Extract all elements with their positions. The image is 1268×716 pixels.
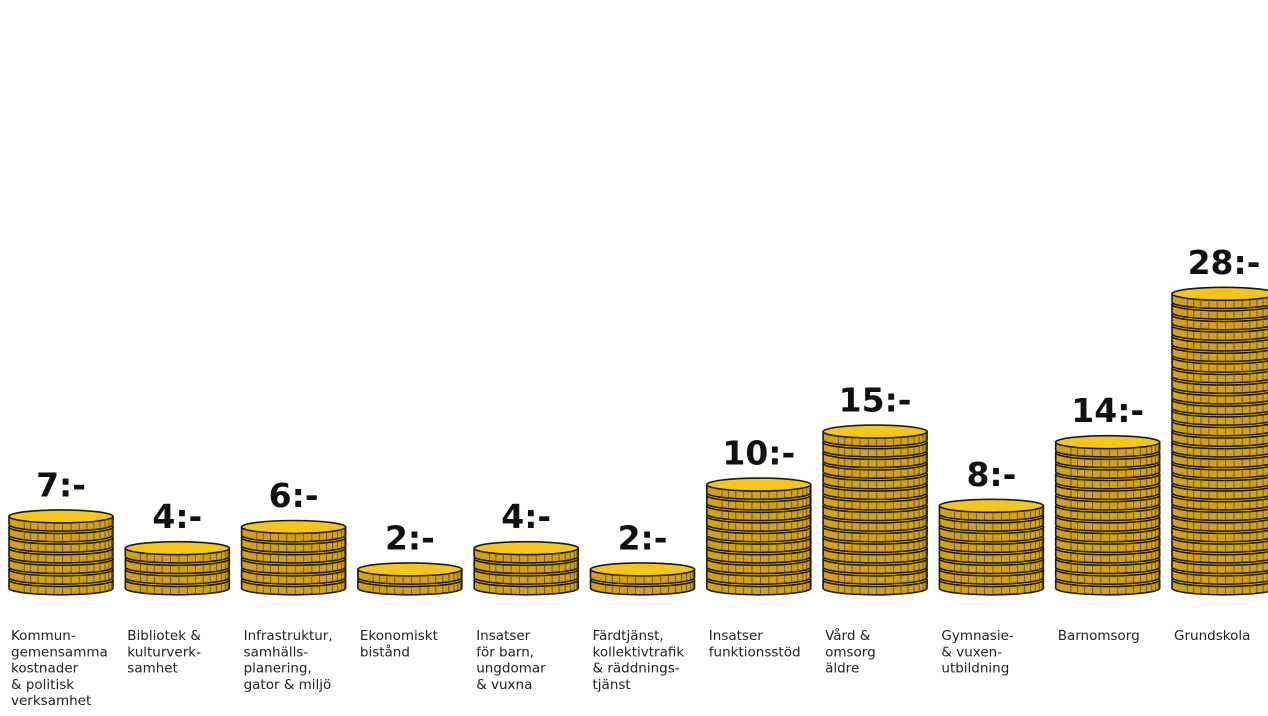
coin-stacks-group — [8, 286, 1268, 596]
coin — [240, 519, 347, 543]
coin — [357, 562, 463, 585]
coin-stack — [473, 540, 580, 596]
value-label: 14:- — [1071, 391, 1144, 430]
category-label: Barnomsorg — [1058, 628, 1140, 644]
category-label: Färdtjänst, kollektivtrafik & räddnings-tj… — [593, 628, 685, 693]
coin — [1171, 286, 1268, 310]
coin-stack — [589, 562, 696, 596]
category-label: Ekonomiskt bistånd — [360, 628, 438, 660]
coin-stack — [357, 562, 463, 596]
coin-stack — [8, 509, 114, 596]
value-label: 10:- — [722, 434, 795, 473]
value-label: 28:- — [1188, 243, 1261, 282]
coin-stack — [240, 519, 347, 596]
value-label: 4:- — [501, 497, 551, 536]
category-label: Kommun-gemensamma kostnader & politisk verk… — [11, 628, 108, 709]
coin — [589, 562, 696, 585]
category-label: Insatser funktionsstöd — [709, 628, 801, 660]
coin-stack — [124, 540, 231, 596]
coin-stack — [705, 477, 812, 596]
coin — [8, 509, 114, 532]
value-label: 2:- — [385, 518, 435, 557]
coin-stack — [938, 498, 1045, 596]
value-label: 7:- — [36, 465, 86, 504]
value-label: 6:- — [269, 476, 319, 515]
category-label: Grundskola — [1174, 628, 1250, 644]
category-labels-group: Kommun-gemensamma kostnader & politisk verk… — [11, 627, 1250, 709]
value-labels-group: 7:- 4:- 6:- 2:- 4:- 2:- 10:- 15:- 8:- 14:- 28:- — [36, 243, 1260, 558]
coin — [705, 477, 812, 501]
value-label: 15:- — [839, 381, 912, 420]
coin — [822, 424, 928, 448]
value-label: 4:- — [152, 497, 202, 536]
coin-stack — [1054, 434, 1161, 596]
category-label: Bibliotek & kulturverk-samhet — [127, 628, 201, 677]
category-label: Gymnasie-& vuxen-utbildning — [941, 628, 1014, 677]
coin-stack — [822, 424, 928, 596]
category-label: Infrastruktur, samhälls-planering, gator &… — [244, 628, 333, 693]
coin — [938, 498, 1045, 522]
value-label: 8:- — [966, 455, 1016, 494]
value-label: 2:- — [618, 518, 668, 557]
coin — [1054, 434, 1161, 458]
coin-stack — [1171, 286, 1268, 596]
category-label: Vård & omsorg äldre — [825, 627, 876, 677]
coin — [473, 540, 580, 564]
category-label: Insatser för barn, ungdomar & vuxna — [476, 628, 546, 693]
coin — [124, 540, 231, 564]
